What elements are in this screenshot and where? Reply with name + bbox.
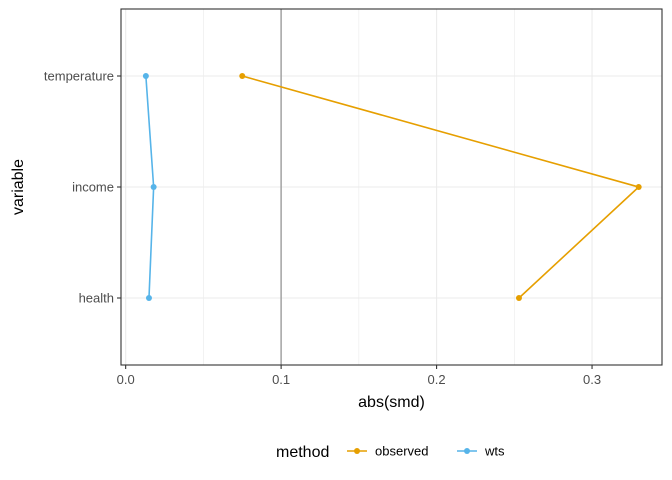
data-point-wts-health (145, 295, 152, 301)
legend-key-point-observed (354, 448, 360, 454)
legend-label-wts: wts (484, 444, 505, 459)
y-axis: temperature income health (44, 69, 121, 306)
legend-label-observed: observed (375, 444, 428, 459)
y-tick-label: temperature (44, 69, 114, 84)
legend-key-point-wts (464, 448, 470, 454)
x-tick-label: 0.3 (583, 372, 601, 387)
data-point-observed-income (635, 184, 642, 190)
data-point-wts-temperature (142, 73, 149, 79)
x-axis-title: abs(smd) (358, 394, 425, 411)
data-point-wts-income (150, 184, 157, 190)
plot-panel (120, 8, 663, 366)
data-point-observed-health (515, 295, 522, 301)
y-axis-title: variable (10, 159, 27, 215)
x-tick-label: 0.1 (272, 372, 290, 387)
x-tick-label: 0.2 (428, 372, 446, 387)
y-tick-label: health (79, 291, 114, 306)
x-tick-label: 0.0 (117, 372, 135, 387)
data-point-observed-temperature (239, 73, 246, 79)
y-tick-label: income (72, 180, 114, 195)
legend: method observed wts (276, 444, 505, 462)
legend-title: method (276, 444, 329, 461)
x-axis: 0.0 0.1 0.2 0.3 (117, 365, 601, 387)
